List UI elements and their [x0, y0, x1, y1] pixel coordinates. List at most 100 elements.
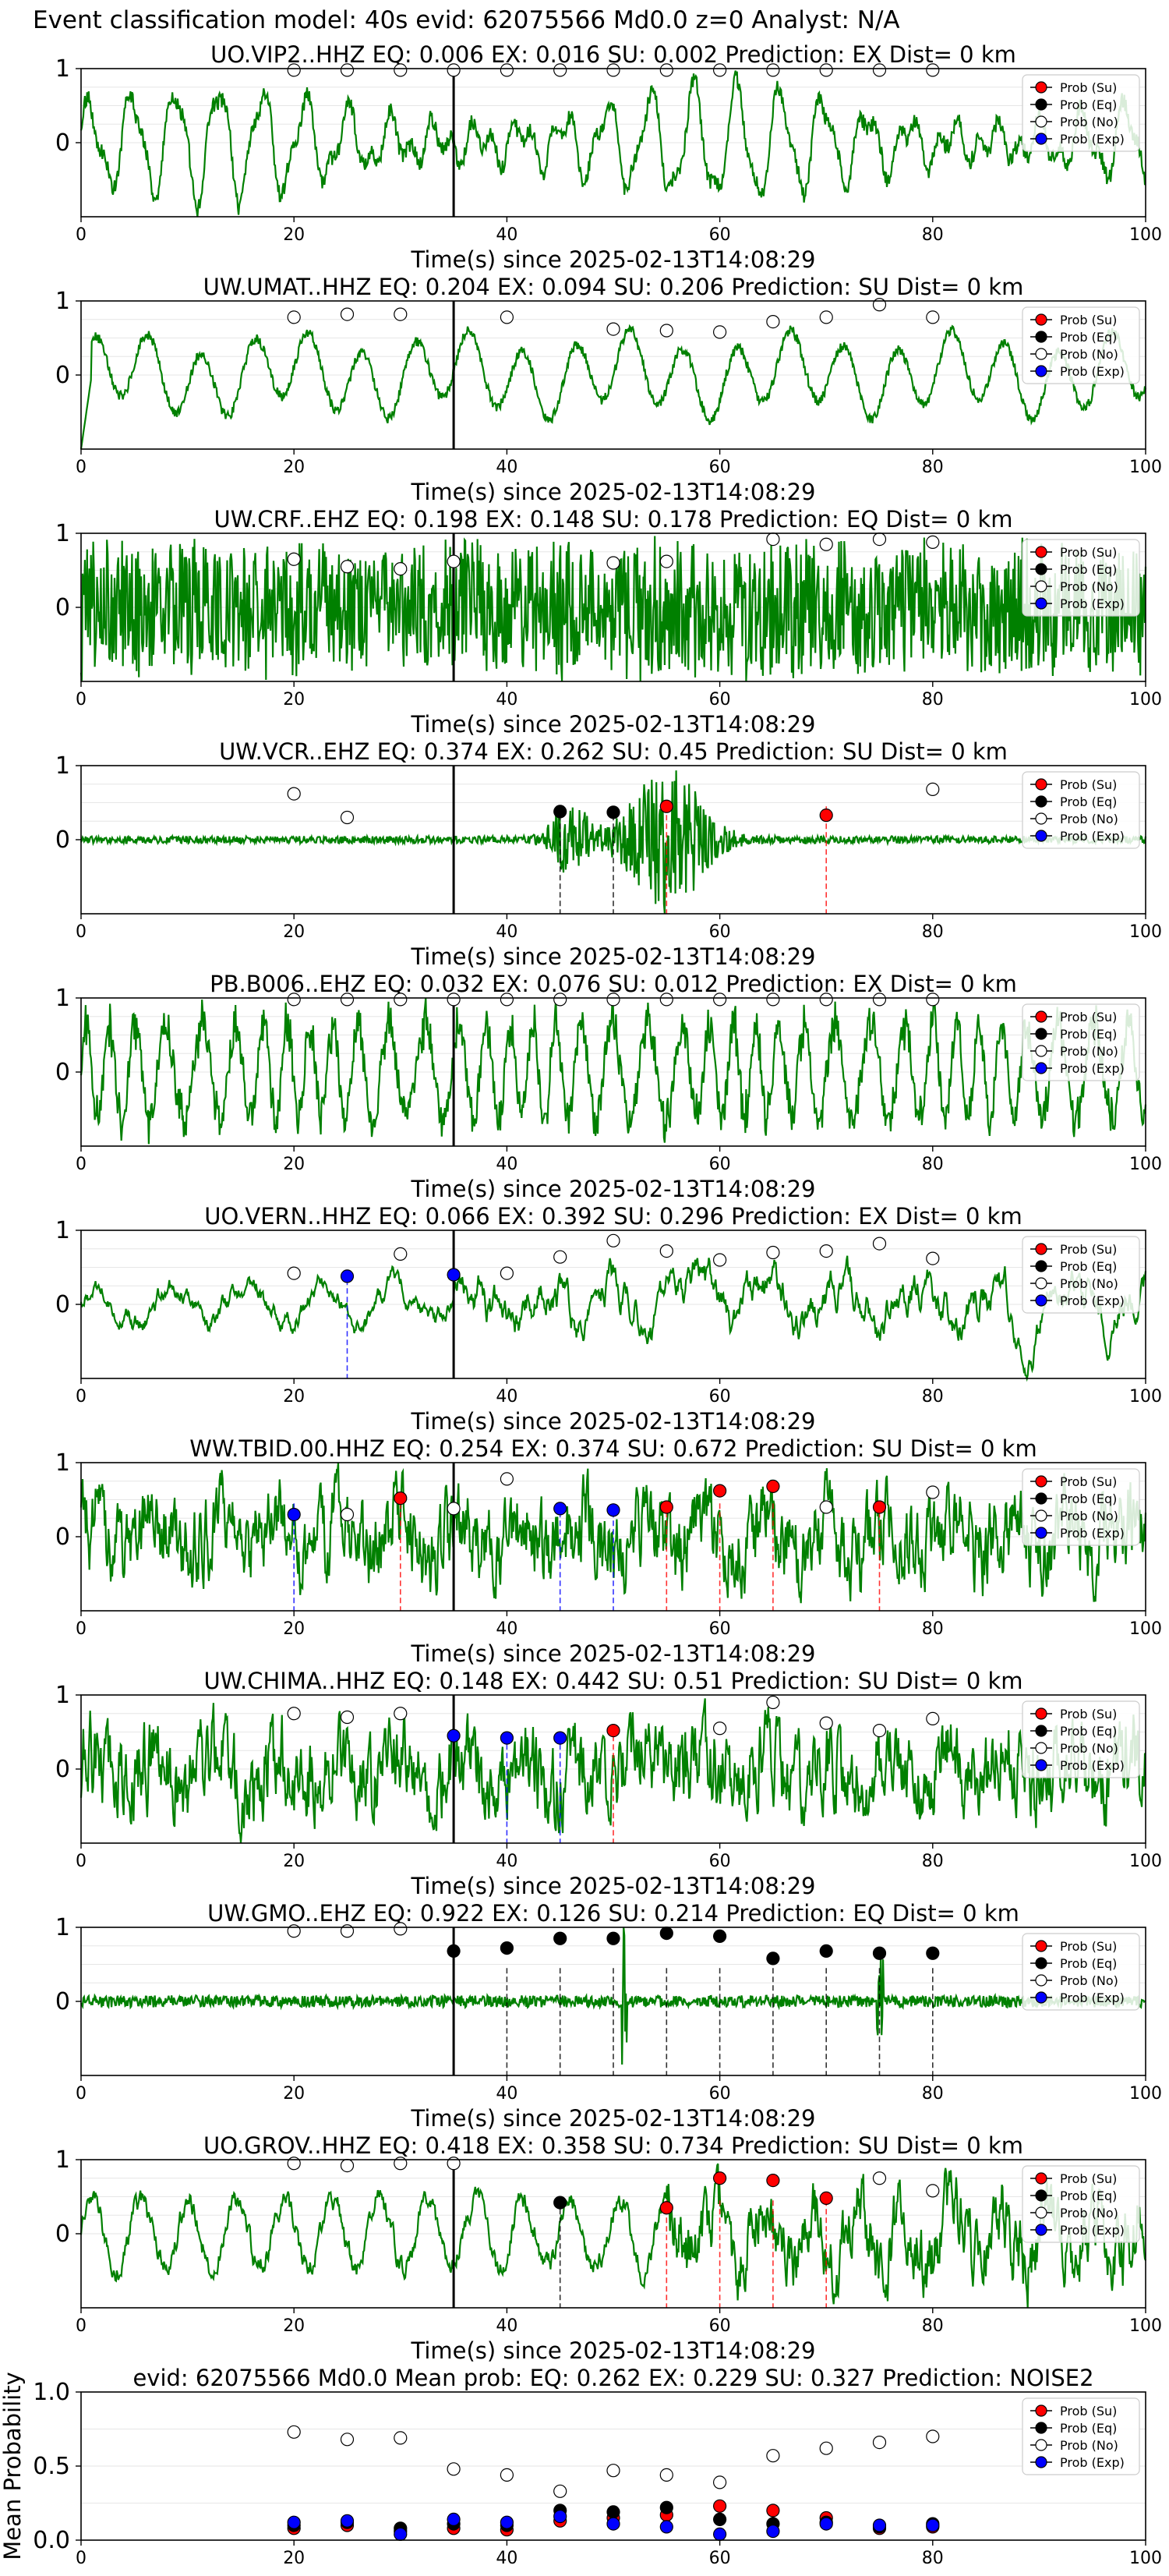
prob-point-probno: [287, 63, 301, 77]
legend-marker: [1035, 1475, 1047, 1488]
y-tick-label: 0: [55, 129, 70, 157]
legend-label: Prob (Su): [1060, 2404, 1117, 2419]
legend-box: [1022, 1236, 1140, 1314]
legend-marker: [1035, 1243, 1047, 1255]
x-axis-label: Time(s) since 2025-02-13T14:08:29: [411, 1873, 816, 1899]
prob-point-probno: [766, 315, 780, 329]
x-tick-label: 0: [76, 922, 87, 942]
x-tick-label: 100: [1129, 2316, 1162, 2336]
station-panel-8: UW.CHIMA..HHZ EQ: 0.148 EX: 0.442 SU: 0.…: [55, 1668, 1162, 1899]
prob-point-probno: [872, 1724, 887, 1738]
prob-point-probno: [659, 2468, 673, 2482]
y-tick-label: 1: [55, 2146, 70, 2174]
waveform-trace: [79, 2163, 1147, 2309]
prob-point-probexp: [287, 1507, 301, 1522]
x-tick-label: 80: [922, 1387, 944, 1407]
prob-point-probno: [926, 535, 940, 550]
legend-marker: [1035, 1527, 1047, 1539]
prob-point-probno: [926, 1251, 940, 1265]
legend-marker: [1035, 2224, 1047, 2236]
legend-box: [1022, 1933, 1140, 2011]
legend-label: Prob (Exp): [1060, 1990, 1125, 2005]
legend-marker: [1035, 1062, 1047, 1074]
prob-point-probno: [340, 63, 355, 77]
prob-point-probeq: [819, 1944, 833, 1958]
y-tick-label: 0: [55, 1523, 70, 1551]
prob-point-probno: [340, 810, 355, 825]
legend-label: Prob (Su): [1060, 1939, 1117, 1954]
prob-point-probno: [287, 310, 301, 324]
prob-point-probno: [872, 2171, 887, 2185]
waveform-trace: [79, 1255, 1147, 1382]
legend: Prob (Su) Prob (Eq) Prob (No) Prob (Exp): [1022, 539, 1140, 617]
x-axis-label: Time(s) since 2025-02-13T14:08:29: [411, 1176, 816, 1202]
prob-point-probno: [712, 325, 727, 339]
prob-point-probexp: [712, 2527, 727, 2541]
x-tick-label: 40: [496, 1619, 517, 1639]
legend: Prob (Su) Prob (Eq) Prob (No) Prob (Exp): [1022, 2397, 1140, 2475]
x-tick-label: 100: [1129, 1619, 1162, 1639]
y-tick-label: 0: [55, 1291, 70, 1318]
legend-marker: [1035, 2456, 1047, 2468]
prob-point-probno: [340, 307, 355, 321]
legend-marker: [1035, 2206, 1047, 2219]
prob-point-probno: [606, 2464, 620, 2478]
legend-label: Prob (Exp): [1060, 1526, 1125, 1541]
prob-point-probno: [872, 993, 887, 1007]
y-tick-label: 1: [55, 985, 70, 1012]
x-tick-label: 20: [283, 2316, 305, 2336]
waveform-trace: [79, 536, 1147, 682]
x-tick-label: 60: [709, 1387, 731, 1407]
legend-marker: [1035, 1940, 1047, 1952]
x-tick-label: 80: [922, 2084, 944, 2104]
x-tick-label: 60: [709, 922, 731, 942]
x-tick-label: 40: [496, 2549, 517, 2568]
x-tick-label: 100: [1129, 2549, 1162, 2568]
prob-point-probsu: [712, 2499, 727, 2513]
legend-box: [1022, 539, 1140, 617]
y-tick-label: 1: [55, 752, 70, 780]
legend-marker: [1035, 546, 1047, 558]
legend-marker: [1035, 1742, 1047, 1754]
x-tick-label: 40: [496, 922, 517, 942]
prob-point-probno: [500, 1266, 514, 1280]
legend-marker: [1035, 778, 1047, 791]
prob-point-probno: [500, 63, 514, 77]
prob-point-probexp: [340, 1269, 355, 1283]
legend-marker: [1035, 1260, 1047, 1272]
legend-label: Prob (Su): [1060, 1707, 1117, 1721]
y-tick-label: 0: [55, 2220, 70, 2248]
prob-point-probno: [287, 993, 301, 1007]
waveform-trace: [79, 324, 1147, 450]
legend-label: Prob (Exp): [1060, 829, 1125, 844]
legend-label: Prob (Su): [1060, 1242, 1117, 1257]
legend-label: Prob (No): [1060, 1741, 1118, 1756]
legend-label: Prob (Exp): [1060, 596, 1125, 611]
prob-point-probno: [553, 993, 567, 1007]
waveform-trace: [79, 1927, 1146, 2065]
x-tick-label: 100: [1129, 690, 1162, 709]
prob-point-probno: [606, 1233, 620, 1247]
legend-marker: [1035, 563, 1047, 575]
legend-label: Prob (Eq): [1060, 97, 1117, 112]
legend-label: Prob (Eq): [1060, 330, 1117, 345]
panel-title: UW.VCR..EHZ EQ: 0.374 EX: 0.262 SU: 0.45…: [219, 738, 1008, 765]
prob-point-probno: [340, 1710, 355, 1725]
x-tick-label: 40: [496, 1155, 517, 1174]
x-tick-label: 60: [709, 2084, 731, 2104]
x-tick-label: 80: [922, 1619, 944, 1639]
legend-label: Prob (No): [1060, 347, 1118, 362]
y-tick-label: 0: [55, 1988, 70, 2015]
x-tick-label: 100: [1129, 225, 1162, 245]
prob-point-probexp: [659, 2520, 673, 2534]
prob-point-probno: [926, 63, 940, 77]
prob-point-probno: [287, 2425, 301, 2439]
prob-point-probno: [819, 310, 833, 324]
prob-point-probno: [819, 1716, 833, 1730]
y-tick-label: 1: [55, 1682, 70, 1709]
x-tick-label: 20: [283, 922, 305, 942]
prob-point-probeq: [659, 1927, 673, 1941]
prob-point-probsu: [872, 1500, 887, 1514]
x-tick-label: 20: [283, 1387, 305, 1407]
